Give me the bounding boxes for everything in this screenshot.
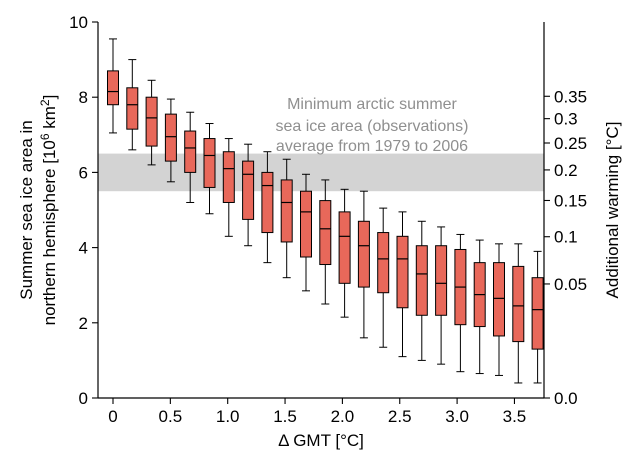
box-19 xyxy=(473,239,486,375)
box-body xyxy=(300,190,312,258)
box-body xyxy=(435,245,448,316)
box-body xyxy=(357,220,370,288)
y2-tick-label: 0.1 xyxy=(554,228,578,247)
x-tick-label: 3.0 xyxy=(445,407,469,426)
box-body xyxy=(242,160,255,220)
y-tick-label: 2 xyxy=(79,314,88,333)
band-annotation-line-1: Minimum arctic summer xyxy=(287,96,457,113)
box-10 xyxy=(300,173,312,292)
box-11 xyxy=(319,179,332,305)
x-ticks: 0 0.5 1.0 1.5 2.0 2.5 3.0 3.5 xyxy=(108,398,526,426)
y-axis-title-part-1: northern hemisphere [10 xyxy=(40,140,59,325)
box-body xyxy=(531,277,544,350)
y-axis-title-part-2: km xyxy=(40,106,59,133)
box-7 xyxy=(242,143,255,247)
band-annotation: Minimum arctic summer sea ice area (obse… xyxy=(276,96,469,155)
box-body xyxy=(377,232,390,294)
y-tick-label: 8 xyxy=(79,88,88,107)
box-15 xyxy=(396,211,409,358)
band-annotation-line-2: sea ice area (observations) xyxy=(276,118,469,135)
y2-tick-label: 0.15 xyxy=(554,191,587,210)
y-tick-label: 6 xyxy=(79,163,88,182)
y2-tick-label: 0.05 xyxy=(554,275,587,294)
box-8 xyxy=(261,151,274,264)
box-body xyxy=(184,130,197,173)
box-20 xyxy=(493,243,505,376)
box-body xyxy=(338,211,351,284)
x-tick-label: 0.5 xyxy=(159,407,183,426)
y2-tick-label: 0.35 xyxy=(554,87,587,106)
box-body xyxy=(145,96,158,147)
box-0 xyxy=(107,38,119,134)
box-21 xyxy=(512,243,525,384)
box-17 xyxy=(435,226,448,365)
box-16 xyxy=(415,220,428,361)
x-tick-label: 2.0 xyxy=(331,407,355,426)
x-tick-label: 0 xyxy=(108,407,117,426)
y2-tick-label: 0.0 xyxy=(554,389,578,408)
x-axis-title: Δ GMT [°C] xyxy=(278,431,364,450)
box-14 xyxy=(377,207,390,348)
box-body xyxy=(512,265,525,343)
y-ticks: 0 2 4 6 8 10 xyxy=(69,13,98,408)
x-tick-label: 1.0 xyxy=(216,407,240,426)
y2-tick-label: 0.3 xyxy=(554,110,578,129)
band-annotation-line-3: average from 1979 to 2006 xyxy=(276,138,468,155)
box-body xyxy=(280,179,293,243)
y2-axis-title: Additional warming [°C] xyxy=(603,122,622,299)
x-tick-label: 1.5 xyxy=(273,407,297,426)
y2-ticks: 0.0 0.05 0.1 0.15 0.2 0.25 0.3 0.35 xyxy=(544,87,587,408)
y-axis-title-line-1: Summer sea ice area in xyxy=(17,120,36,300)
y-tick-label: 10 xyxy=(69,13,88,32)
axes-layer xyxy=(97,22,545,399)
box-18 xyxy=(454,233,467,373)
box-body xyxy=(203,138,216,188)
box-body xyxy=(415,245,428,316)
box-12 xyxy=(338,188,351,318)
box-3 xyxy=(164,98,177,183)
x-tick-label: 2.5 xyxy=(388,407,412,426)
y-axis-title-sup-1: 6 xyxy=(38,133,52,140)
box-1 xyxy=(126,59,139,151)
box-body xyxy=(222,151,235,203)
y-axis-title-part-3: ] xyxy=(40,95,59,100)
box-body xyxy=(493,262,505,337)
box-2 xyxy=(145,79,158,166)
x-tick-label: 3.5 xyxy=(503,407,527,426)
box-4 xyxy=(184,111,197,203)
box-9 xyxy=(280,158,293,279)
box-body xyxy=(319,200,332,266)
y-tick-label: 4 xyxy=(79,239,88,258)
boxplot-layer xyxy=(107,38,544,384)
box-13 xyxy=(357,190,370,339)
box-body xyxy=(396,235,409,309)
y2-tick-label: 0.25 xyxy=(554,134,587,153)
box-body xyxy=(261,171,274,234)
box-6 xyxy=(222,138,235,237)
box-22 xyxy=(531,250,544,384)
y-axis-title-line-2: northern hemisphere [106 km2] xyxy=(38,95,59,326)
box-body xyxy=(107,70,119,106)
y2-tick-label: 0.2 xyxy=(554,161,578,180)
y-axis-title-sup-2: 2 xyxy=(38,99,52,106)
box-5 xyxy=(203,123,216,215)
box-body xyxy=(126,87,139,130)
y-tick-label: 0 xyxy=(79,389,88,408)
box-body xyxy=(164,113,177,162)
